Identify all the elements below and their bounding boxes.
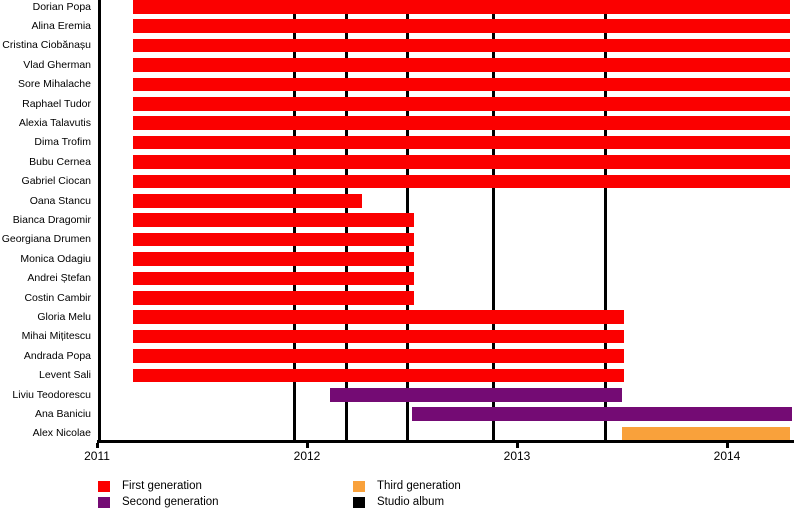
tenure-bar-georgiana-drumen	[132, 232, 415, 247]
tenure-bar-bianca-dragomir	[132, 213, 415, 227]
legend-item-third-generation: Third generation	[353, 480, 461, 492]
tenure-bar-costin-cambir	[132, 291, 415, 305]
member-label-gabriel-ciocan: Gabriel Ciocan	[21, 175, 91, 188]
tenure-bar-alex-nicolae	[622, 426, 790, 441]
tenure-bar-andrada-popa	[132, 349, 625, 363]
tenure-bar-alina-eremia	[132, 19, 790, 33]
legend-label: First generation	[122, 480, 202, 492]
tenure-bar-liviu-teodorescu	[330, 388, 622, 402]
tenure-bar-cristina-ciobanasu	[132, 38, 790, 53]
x-axis-line	[97, 440, 794, 443]
first-generation-swatch-icon	[98, 480, 110, 492]
x-axis-label-2011: 2011	[84, 449, 110, 463]
x-axis-label-2012: 2012	[293, 449, 321, 463]
tenure-bar-gloria-melu	[132, 310, 625, 324]
member-label-oana-stancu: Oana Stancu	[29, 194, 91, 207]
tenure-bar-oana-stancu	[132, 194, 362, 208]
x-axis-tick	[96, 443, 99, 448]
member-label-vlad-gherman: Vlad Gherman	[23, 58, 91, 71]
member-label-cristina-ciobanasu: Cristina Ciobănașu	[2, 39, 91, 52]
member-label-dorian-popa: Dorian Popa	[32, 0, 91, 13]
member-label-alina-eremia: Alina Eremia	[31, 19, 91, 32]
third-generation-swatch-icon	[353, 480, 365, 492]
tenure-bar-bubu-cernea	[132, 155, 790, 169]
member-label-andrada-popa: Andrada Popa	[23, 349, 91, 362]
member-label-mihai-mititescu: Mihai Mițitescu	[21, 330, 91, 343]
plot-area: Dorian Popa Alina Eremia Cristina Ciobănaș…	[1, 0, 794, 463]
legend-label: Second generation	[122, 496, 219, 508]
member-label-monica-odagiu: Monica Odagiu	[20, 252, 91, 265]
studio-album-line	[603, 0, 607, 441]
member-label-alex-nicolae: Alex Nicolae	[32, 427, 91, 440]
member-label-costin-cambir: Costin Cambir	[24, 291, 91, 304]
tenure-bar-alexia-talavutis	[132, 116, 790, 130]
studio-album-swatch-icon	[353, 496, 365, 508]
member-label-liviu-teodorescu: Liviu Teodorescu	[12, 388, 91, 401]
tenure-bar-gabriel-ciocan	[132, 174, 790, 189]
x-axis-label-2014: 2014	[713, 449, 741, 463]
tenure-bar-monica-odagiu	[132, 252, 415, 266]
tenure-bar-dima-trofim	[132, 135, 790, 150]
member-label-raphael-tudor: Raphael Tudor	[22, 97, 91, 110]
member-label-sore-mihalache: Sore Mihalache	[18, 78, 91, 91]
legend-item-second-generation: Second generation	[98, 496, 219, 508]
member-label-andrei-stefan: Andrei Ștefan	[27, 272, 91, 285]
legend-item-first-generation: First generation	[98, 480, 202, 492]
tenure-bar-levent-sali	[132, 368, 625, 383]
studio-album-line	[492, 0, 496, 441]
tenure-bar-ana-baniciu	[412, 407, 793, 421]
member-label-bubu-cernea: Bubu Cernea	[29, 155, 91, 168]
tenure-bar-vlad-gherman	[132, 58, 790, 72]
tenure-bar-raphael-tudor	[132, 97, 790, 111]
tenure-bar-dorian-popa	[132, 0, 790, 14]
legend-item-studio-album: Studio album	[353, 496, 444, 508]
member-label-alexia-talavutis: Alexia Talavutis	[18, 116, 91, 129]
member-label-georgiana-drumen: Georgiana Drumen	[1, 233, 91, 246]
x-axis-tick	[726, 443, 729, 448]
second-generation-swatch-icon	[98, 496, 110, 508]
legend-label: Third generation	[377, 480, 461, 492]
member-label-gloria-melu: Gloria Melu	[37, 310, 91, 323]
y-axis-line	[98, 0, 101, 441]
member-label-bianca-dragomir: Bianca Dragomir	[12, 213, 91, 226]
legend-label: Studio album	[377, 496, 445, 508]
x-axis-tick	[516, 443, 519, 448]
member-label-dima-trofim: Dima Trofim	[34, 136, 91, 149]
member-label-levent-sali: Levent Sali	[39, 369, 91, 382]
tenure-bar-mihai-mititescu	[132, 329, 625, 344]
x-axis-label-2013: 2013	[503, 449, 531, 463]
tenure-bar-sore-mihalache	[132, 77, 790, 92]
tenure-bar-andrei-stefan	[132, 271, 415, 286]
member-label-ana-baniciu: Ana Baniciu	[34, 407, 91, 420]
x-axis-tick	[306, 443, 309, 448]
